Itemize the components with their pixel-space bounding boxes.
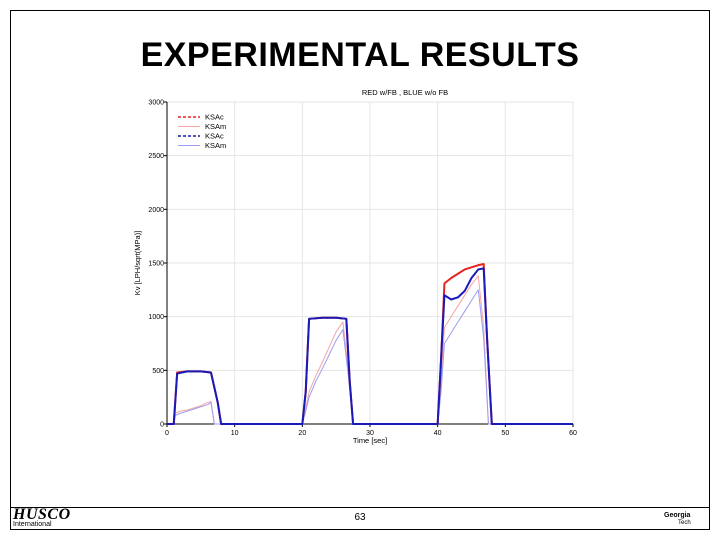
legend-label-0: KSAc <box>205 113 224 122</box>
series-line-1 <box>167 275 573 425</box>
x-tick-label: 50 <box>501 430 509 437</box>
footer-divider <box>10 507 710 508</box>
husco-logo-sub: International <box>13 521 52 528</box>
y-tick-label: 1500 <box>148 261 164 268</box>
x-tick-label: 60 <box>569 430 577 437</box>
x-tick-label: 30 <box>366 430 374 437</box>
x-tick-label: 40 <box>434 430 442 437</box>
y-tick-label: 3000 <box>148 100 164 107</box>
husco-logo: HUSCO International <box>13 506 75 528</box>
y-tick-label: 0 <box>160 422 164 429</box>
legend-label-2: KSAc <box>205 132 224 141</box>
page-number: 63 <box>354 512 366 523</box>
y-axis-label: Kv [LPH/sqrt(MPa)] <box>133 231 142 296</box>
slide-frame <box>10 10 710 530</box>
y-tick-label: 500 <box>152 368 164 375</box>
series-line-2 <box>167 267 573 425</box>
chart-title: RED w/FB , BLUE w/o FB <box>362 88 448 97</box>
x-tick-label: 10 <box>231 430 239 437</box>
y-tick-label: 1000 <box>148 314 164 321</box>
georgia-tech-logo-bottom: Tech <box>678 520 691 526</box>
slide-title: EXPERIMENTAL RESULTS <box>140 36 580 74</box>
y-tick-label: 2000 <box>148 207 164 214</box>
georgia-tech-logo: Georgia Tech <box>664 512 710 528</box>
legend-label-1: KSAm <box>205 122 226 131</box>
legend-label-3: KSAm <box>205 141 226 150</box>
husco-logo-main: HUSCO <box>13 506 71 523</box>
x-tick-label: 0 <box>165 430 169 437</box>
x-tick-label: 20 <box>298 430 306 437</box>
plot-area: 0 10 20 30 40 50 60 0 500 1000 1500 2000 2500 3000 RED… <box>133 88 577 445</box>
x-axis-label: Time [sec] <box>353 436 387 445</box>
georgia-tech-logo-top: Georgia <box>664 512 691 519</box>
series-line-3 <box>167 289 573 425</box>
y-tick-label: 2500 <box>148 153 164 160</box>
